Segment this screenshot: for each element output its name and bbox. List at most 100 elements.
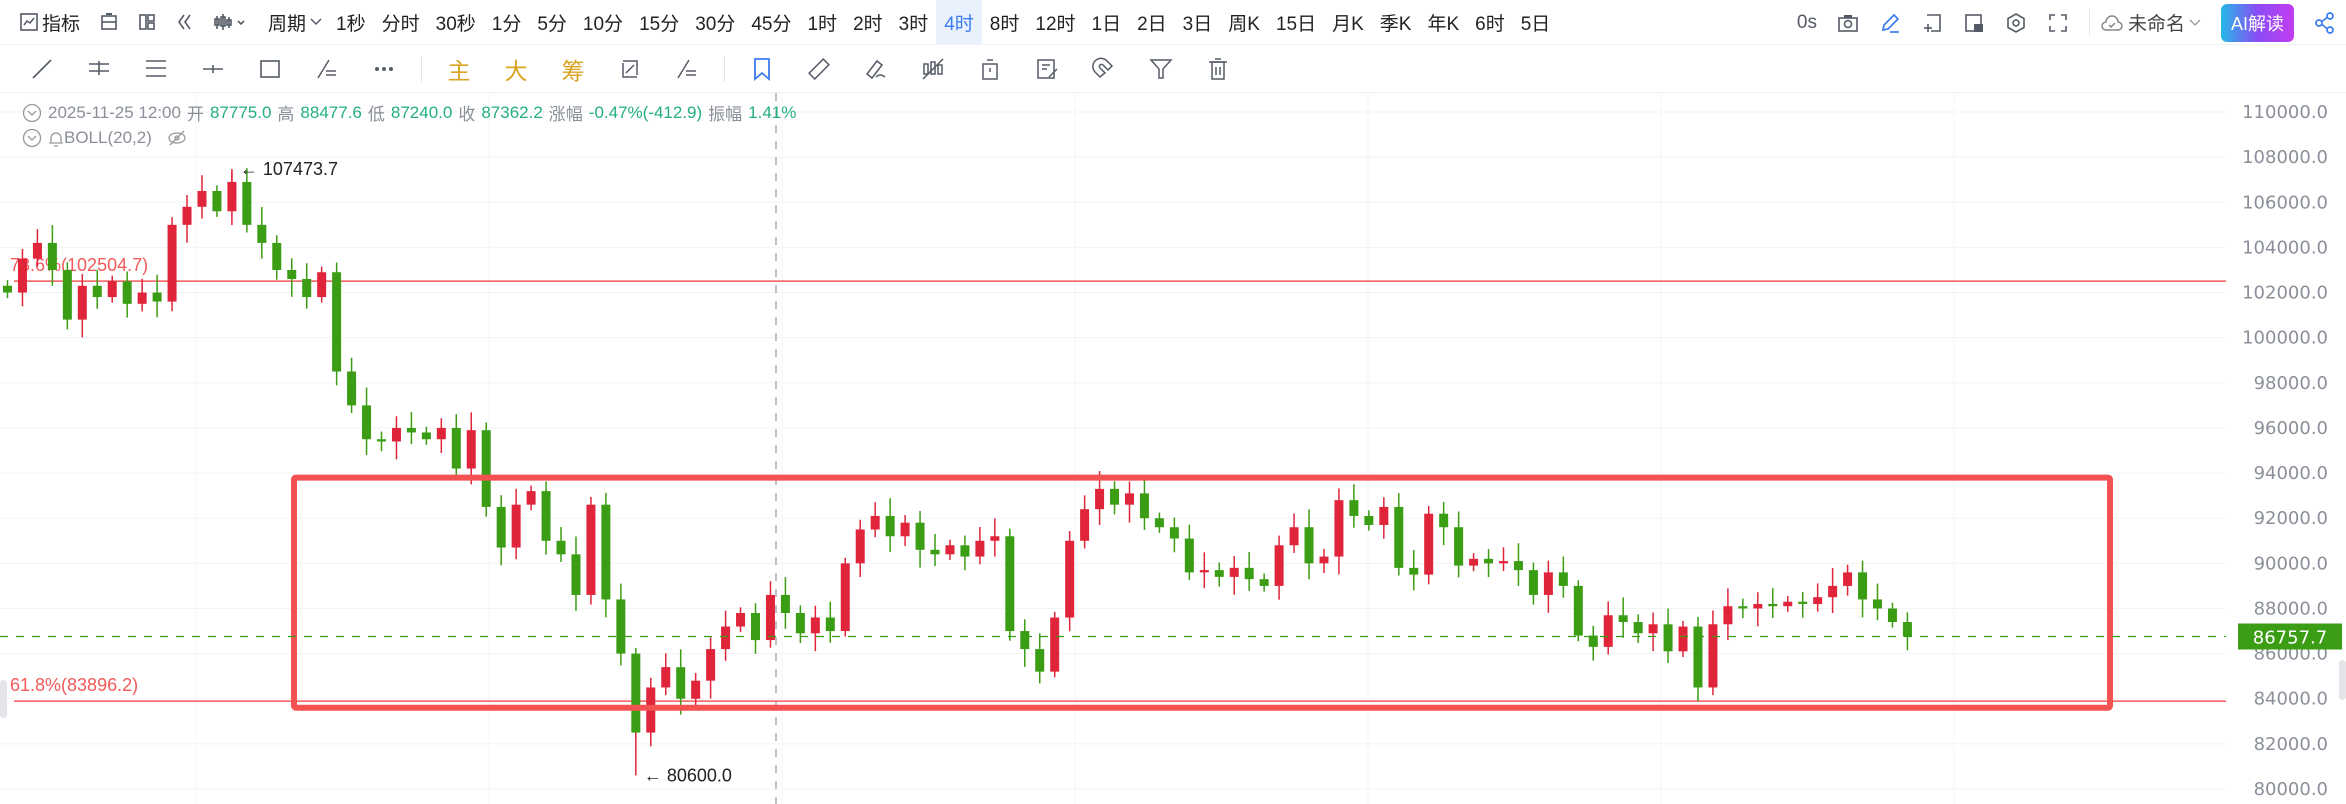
trash-icon[interactable] — [1198, 49, 1238, 89]
candle — [1125, 481, 1134, 523]
lock-icon[interactable] — [970, 49, 1010, 89]
eraser-icon[interactable] — [856, 49, 896, 89]
rectangle-tool[interactable] — [250, 49, 290, 89]
eye-hidden-icon[interactable] — [166, 129, 188, 147]
candle — [122, 271, 132, 318]
candle — [601, 492, 611, 618]
candle — [885, 498, 895, 553]
period-tab[interactable]: 30分 — [695, 13, 736, 35]
period-tab[interactable]: 45分 — [751, 13, 792, 35]
candle — [1184, 524, 1194, 581]
share-icon[interactable] — [2314, 11, 2336, 34]
candle-body — [930, 549, 940, 555]
candle-body — [795, 612, 805, 634]
more-tools-icon[interactable] — [364, 49, 404, 89]
period-tab[interactable]: 6时 — [1475, 13, 1505, 35]
candle — [197, 175, 207, 219]
period-tab[interactable]: 1秒 — [336, 13, 366, 35]
period-tab[interactable]: 1日 — [1091, 13, 1122, 35]
note-icon[interactable] — [1027, 49, 1067, 89]
period-dropdown[interactable]: 周期 — [268, 9, 322, 36]
sync-drawing-icon[interactable] — [610, 49, 650, 89]
pen-icon[interactable] — [1879, 12, 1901, 34]
candle-body — [1169, 527, 1179, 539]
candle-body — [1648, 624, 1658, 634]
candle-body — [1259, 579, 1269, 586]
chart-type-dropdown[interactable] — [214, 13, 248, 31]
camera-icon[interactable] — [1837, 13, 1859, 33]
candle — [287, 258, 297, 297]
period-tab[interactable]: 5分 — [537, 13, 567, 35]
min-price-marker-value: 80600.0 — [667, 765, 732, 785]
big-order-button[interactable]: 大 — [504, 57, 528, 84]
screen-icon[interactable] — [1963, 12, 1985, 34]
trend-line-tool[interactable] — [22, 49, 62, 89]
add-window-icon[interactable] — [1921, 12, 1943, 34]
collapse-chevron-icon[interactable] — [22, 128, 42, 148]
period-tab[interactable]: 8时 — [989, 13, 1020, 35]
candle — [1753, 592, 1763, 627]
candle — [765, 581, 775, 648]
crosshair-tool[interactable] — [193, 49, 233, 89]
period-tab[interactable]: 12时 — [1035, 13, 1076, 35]
period-tab[interactable]: 分时 — [381, 13, 420, 35]
candle-body — [1110, 488, 1120, 505]
period-tab[interactable]: 2时 — [853, 13, 883, 35]
filter-icon[interactable] — [1141, 49, 1181, 89]
horizontal-lines-tool[interactable] — [136, 49, 176, 89]
candle — [362, 387, 372, 456]
candle-body — [1304, 527, 1314, 564]
candle — [1424, 506, 1434, 585]
bookmark-icon[interactable] — [742, 49, 782, 89]
period-tab[interactable]: 2日 — [1137, 13, 1167, 35]
template-icon[interactable] — [100, 13, 118, 31]
main-chart-button[interactable]: 主 — [447, 57, 471, 84]
period-tab[interactable]: 15分 — [639, 13, 680, 35]
magnet-icon[interactable] — [1084, 49, 1124, 89]
period-tab[interactable]: 4时 — [936, 0, 982, 45]
candle-body — [1020, 631, 1030, 650]
period-tab[interactable]: 3日 — [1182, 13, 1213, 35]
candle-hide-icon[interactable] — [913, 49, 953, 89]
period-tab[interactable]: 年K — [1427, 13, 1460, 35]
bell-icon[interactable] — [48, 129, 64, 147]
ai-interpret-button[interactable]: AI解读 — [2220, 3, 2294, 42]
ruler-icon[interactable] — [799, 49, 839, 89]
period-tab[interactable]: 季K — [1379, 13, 1412, 35]
candle — [511, 488, 521, 560]
period-tab[interactable]: 周K — [1228, 13, 1260, 35]
collapse-chevron-icon[interactable] — [22, 103, 42, 123]
period-tab[interactable]: 10分 — [582, 13, 624, 35]
fullscreen-icon[interactable] — [2047, 12, 2069, 34]
cloud-layout-dropdown[interactable]: 未命名 — [2088, 9, 2201, 36]
candle — [736, 607, 746, 633]
period-tab[interactable]: 月K — [1332, 13, 1364, 35]
chips-button[interactable]: 筹 — [561, 57, 585, 84]
candle — [1469, 553, 1479, 572]
candle-body — [302, 278, 312, 298]
period-tab[interactable]: 30秒 — [435, 13, 476, 35]
candlestick-chart[interactable]: 110000.0 108000.0 106000.0 104000.0 102000.0… — [0, 93, 2346, 804]
y-tick-label: 94000.0 — [2254, 463, 2328, 484]
period-tab[interactable]: 1时 — [807, 13, 838, 35]
fib-extension-icon[interactable] — [667, 49, 707, 89]
left-panel-handle[interactable] — [0, 680, 7, 718]
indicator-button[interactable]: 指标 — [20, 9, 80, 36]
last-price-tag — [2238, 623, 2342, 650]
period-tab[interactable]: 5日 — [1520, 13, 1551, 35]
parallel-channel-tool[interactable] — [79, 49, 119, 89]
replay-icon[interactable] — [176, 13, 194, 31]
candle-body — [960, 545, 970, 557]
right-panel-handle[interactable] — [2339, 660, 2346, 700]
period-tab[interactable]: 1分 — [491, 13, 522, 35]
candle — [1633, 614, 1643, 644]
period-tab[interactable]: 3时 — [898, 13, 929, 35]
settings-icon[interactable] — [2005, 12, 2027, 34]
candle — [1858, 560, 1868, 618]
amplitude-value: 1.41% — [748, 102, 797, 122]
fib-tool[interactable] — [307, 49, 347, 89]
period-tab[interactable]: 15日 — [1275, 13, 1317, 35]
layout-icon[interactable] — [138, 13, 156, 31]
candle — [960, 535, 970, 571]
candle — [631, 647, 641, 739]
